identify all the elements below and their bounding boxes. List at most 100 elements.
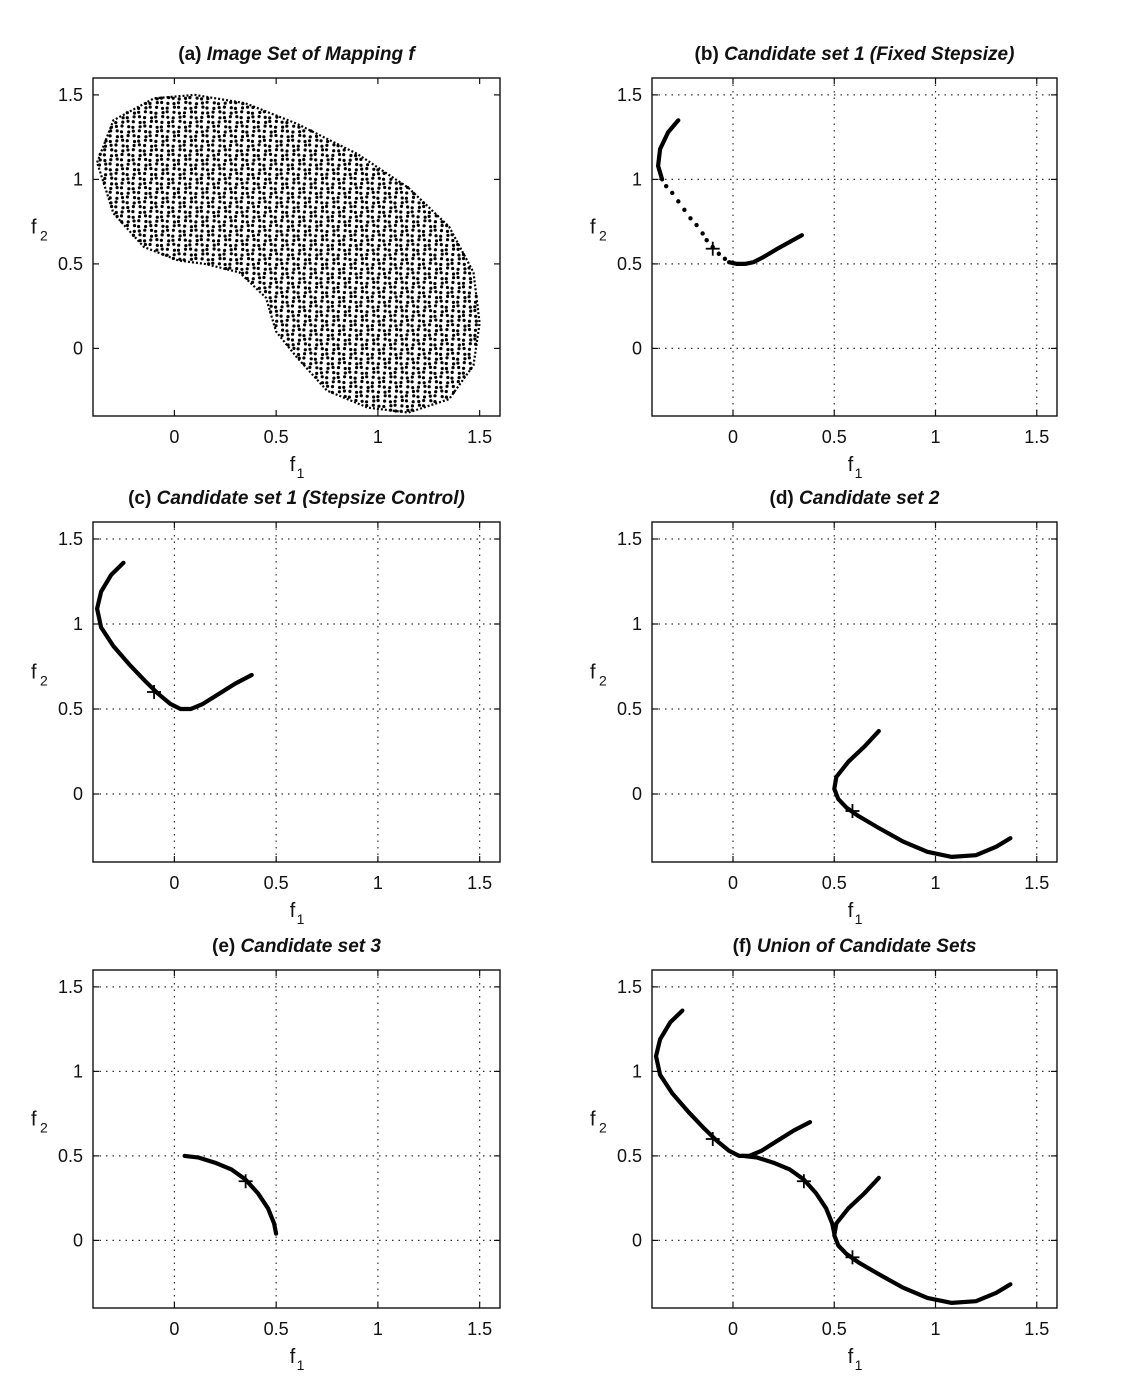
image-set-dot bbox=[205, 106, 209, 110]
image-set-dots bbox=[97, 96, 478, 413]
image-set-dot bbox=[308, 257, 312, 262]
image-set-dot bbox=[456, 267, 460, 271]
image-set-dot bbox=[354, 154, 358, 158]
image-set-dot bbox=[372, 399, 376, 403]
image-set-dot bbox=[451, 337, 455, 341]
image-set-dot bbox=[336, 347, 340, 351]
image-set-dot bbox=[417, 266, 421, 270]
image-set-dot bbox=[297, 238, 301, 242]
image-set-dot bbox=[354, 370, 358, 374]
image-set-dot bbox=[434, 347, 438, 351]
image-set-dot bbox=[114, 149, 118, 153]
image-set-dot bbox=[417, 205, 421, 209]
image-set-dot bbox=[98, 158, 102, 162]
image-set-dot bbox=[127, 181, 131, 185]
image-set-dot bbox=[342, 380, 346, 385]
image-set-dot bbox=[262, 163, 266, 167]
image-set-dot bbox=[365, 206, 369, 210]
series-curve bbox=[653, 1008, 813, 1158]
image-set-dot bbox=[132, 190, 136, 194]
image-set-dot bbox=[377, 244, 381, 248]
chart-title-prefix: (b) bbox=[695, 44, 719, 65]
image-set-dot bbox=[114, 210, 118, 215]
image-set-dot bbox=[212, 239, 216, 243]
image-set-dot bbox=[296, 144, 300, 148]
image-set-dot bbox=[155, 153, 159, 157]
image-set-dot bbox=[223, 215, 227, 219]
image-set-dot bbox=[138, 182, 142, 186]
image-set-dot bbox=[377, 319, 381, 323]
image-set-dot bbox=[201, 252, 205, 256]
image-set-dot bbox=[320, 201, 324, 205]
image-set-dot bbox=[121, 144, 125, 148]
image-set-dot bbox=[325, 176, 329, 180]
image-set-dot bbox=[325, 229, 329, 234]
image-set-dot bbox=[218, 167, 222, 171]
image-set-dot bbox=[171, 206, 175, 210]
image-set-dot bbox=[239, 200, 243, 204]
image-set-dot bbox=[355, 276, 359, 280]
image-set-dot bbox=[280, 247, 284, 251]
image-set-dot bbox=[201, 167, 205, 171]
image-set-dot bbox=[433, 366, 437, 370]
image-set-dot bbox=[189, 233, 193, 237]
image-set-dot bbox=[212, 186, 216, 190]
image-set-dot bbox=[228, 143, 233, 148]
image-set-dot bbox=[416, 395, 420, 399]
image-set-dot bbox=[428, 261, 432, 265]
image-set-dot bbox=[183, 168, 187, 172]
image-set-dot bbox=[326, 215, 330, 219]
image-set-dot bbox=[144, 135, 148, 139]
image-set-dot bbox=[366, 238, 370, 242]
image-set-dot bbox=[286, 333, 290, 337]
image-set-dot bbox=[297, 252, 301, 256]
image-set-dot bbox=[268, 152, 273, 156]
image-set-dot bbox=[149, 167, 153, 171]
image-set-dot bbox=[302, 244, 306, 248]
image-set-dot bbox=[412, 281, 416, 286]
image-set-dot bbox=[143, 138, 147, 142]
image-set-dot bbox=[280, 157, 285, 161]
image-set-dot bbox=[427, 243, 431, 247]
image-set-dot bbox=[406, 239, 410, 243]
image-set-dot bbox=[372, 252, 376, 256]
image-set-dot bbox=[314, 192, 318, 196]
image-set-dot bbox=[353, 233, 357, 237]
image-set-dot bbox=[285, 239, 289, 243]
image-set-dot bbox=[360, 286, 364, 290]
image-set-dot bbox=[222, 139, 226, 143]
image-set-dot bbox=[406, 329, 410, 333]
image-set-dot bbox=[376, 252, 380, 256]
image-set-dot bbox=[320, 271, 324, 275]
image-set-dot bbox=[400, 309, 404, 313]
plot-frame bbox=[92, 77, 501, 417]
image-set-dot bbox=[389, 404, 393, 408]
image-set-dot bbox=[394, 220, 398, 224]
image-set-dot bbox=[257, 215, 261, 219]
image-set-dot bbox=[444, 277, 448, 281]
image-set-dot bbox=[417, 381, 421, 385]
image-set-dot bbox=[205, 134, 209, 138]
image-set-dot bbox=[275, 262, 279, 267]
image-set-dot bbox=[194, 192, 198, 196]
image-set-dot bbox=[194, 253, 198, 257]
image-set-dot bbox=[372, 173, 376, 177]
image-set-dot bbox=[360, 239, 364, 243]
image-set-dot bbox=[400, 404, 404, 408]
image-set-dot bbox=[262, 129, 266, 133]
image-set-dot bbox=[132, 196, 137, 200]
image-set-dot bbox=[422, 342, 426, 346]
image-set-dot bbox=[166, 243, 170, 247]
image-set-dot bbox=[445, 328, 449, 332]
image-set-dot bbox=[275, 167, 279, 171]
image-set-dot bbox=[245, 238, 249, 242]
image-set-dot bbox=[416, 271, 420, 275]
image-set-dot bbox=[429, 315, 433, 319]
image-set-dot bbox=[462, 366, 466, 370]
image-set-dot bbox=[222, 105, 226, 109]
image-set-dot bbox=[387, 276, 391, 280]
image-set-dot bbox=[382, 376, 386, 380]
image-set-dot bbox=[463, 357, 467, 361]
image-set-dot bbox=[331, 323, 335, 327]
